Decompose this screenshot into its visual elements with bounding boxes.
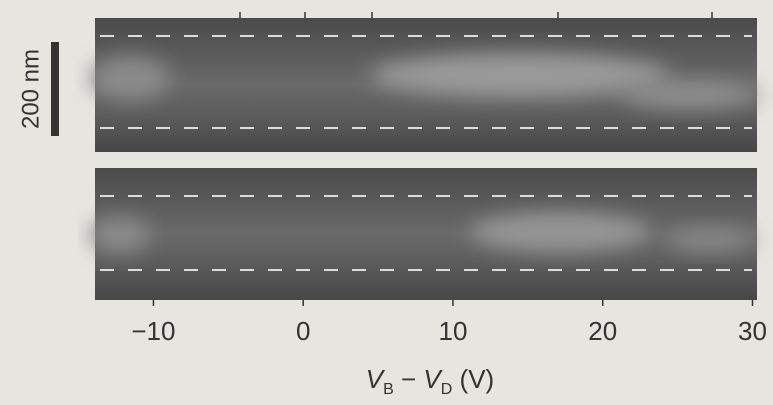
x-tick-label: 0 [296,316,310,346]
x-tick-label: 20 [588,316,617,346]
x-tick-label: −10 [131,316,175,346]
scale-bar-label: 200 nm [17,49,44,129]
scale-bar [51,42,59,136]
x-tick-label: 30 [738,316,767,346]
image-panel-bottom [90,168,757,300]
x-tick-label: 10 [438,316,467,346]
page: 200 nm VB − VD (V) −100102030 (() => { c… [0,0,773,405]
figure: 200 nm VB − VD (V) −100102030 [0,0,773,405]
image-panel-top [90,12,760,152]
